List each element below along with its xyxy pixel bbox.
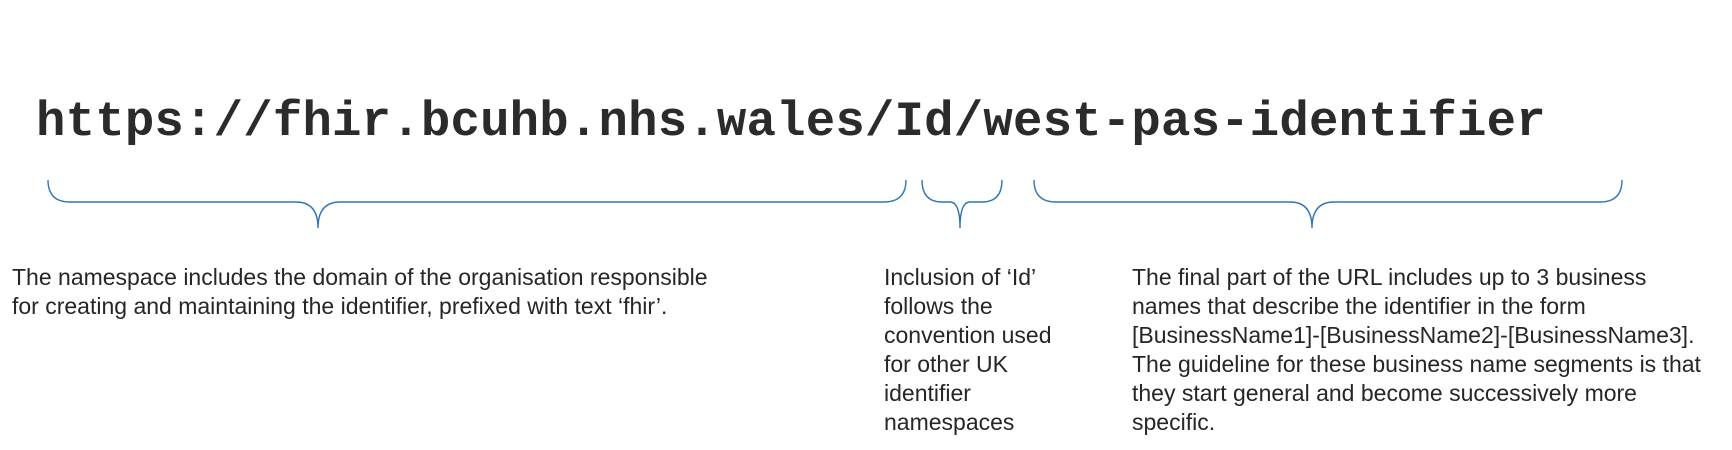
caption-line: convention used [884,322,1052,348]
business-names-brace [1033,179,1623,229]
caption-line: The namespace includes the domain of the… [12,264,708,290]
namespace-caption: The namespace includes the domain of the… [12,263,772,321]
caption-line: follows the [884,293,993,319]
caption-line: they start general and become successive… [1132,380,1637,406]
caption-line: for creating and maintaining the identif… [12,293,668,319]
caption-line: [BusinessName1]-[BusinessName2]-[Busines… [1132,322,1695,348]
caption-line: identifier [884,380,971,406]
url-text: https://fhir.bcuhb.nhs.wales/Id/west-pas… [36,94,1546,150]
namespace-brace [47,179,907,229]
caption-line: Inclusion of ‘Id’ [884,264,1037,290]
caption-line: namespaces [884,409,1015,435]
caption-line: names that describe the identifier in th… [1132,293,1586,319]
business-names-caption: The final part of the URL includes up to… [1132,263,1732,437]
id-brace [921,179,1003,229]
caption-line: specific. [1132,409,1216,435]
caption-line: The guideline for these business name se… [1132,351,1701,377]
caption-line: The final part of the URL includes up to… [1132,264,1647,290]
caption-line: for other UK [884,351,1008,377]
id-caption: Inclusion of ‘Id’ follows the convention… [884,263,1084,437]
